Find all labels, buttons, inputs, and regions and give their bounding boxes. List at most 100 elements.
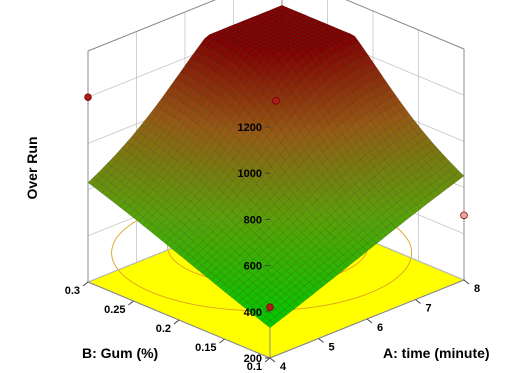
surface-facet bbox=[177, 154, 188, 166]
x-tick-mark bbox=[463, 279, 470, 285]
surface-facet bbox=[367, 239, 377, 248]
surface-facet bbox=[300, 245, 311, 255]
x-tick-label: 4 bbox=[280, 361, 287, 373]
surface-facet bbox=[373, 191, 384, 202]
surface-facet bbox=[245, 43, 256, 48]
surface-facet bbox=[250, 214, 261, 225]
surface-facet bbox=[261, 18, 272, 23]
surface-facet bbox=[290, 14, 301, 19]
surface-facet bbox=[248, 266, 259, 276]
surface-facet bbox=[274, 177, 285, 189]
surface-facet bbox=[396, 198, 407, 208]
surface-facet bbox=[364, 180, 375, 191]
surface-facet bbox=[244, 90, 255, 104]
x-tick-mark bbox=[366, 318, 373, 324]
frame-edge bbox=[345, 0, 465, 50]
surface-facet bbox=[295, 274, 306, 283]
surface-facet bbox=[183, 245, 194, 255]
surface-facet bbox=[374, 153, 385, 164]
x-tick-label: 7 bbox=[426, 303, 432, 315]
y-tick-label: 0.15 bbox=[195, 342, 216, 354]
surface-facet bbox=[180, 188, 191, 199]
surface-facet bbox=[253, 101, 264, 114]
surface-facet bbox=[278, 213, 289, 224]
surface-facet bbox=[237, 28, 248, 33]
surface-facet bbox=[242, 151, 253, 164]
surface-facet bbox=[270, 18, 282, 23]
surface-facet bbox=[194, 45, 205, 55]
surface-facet bbox=[197, 240, 208, 250]
surface-facet bbox=[226, 40, 238, 45]
surface-facet bbox=[197, 106, 208, 118]
surface-facet bbox=[356, 138, 367, 150]
surface-facet bbox=[208, 36, 219, 43]
surface-facet bbox=[352, 242, 363, 252]
surface-facet bbox=[201, 260, 212, 270]
surface-facet bbox=[274, 32, 285, 37]
x-tick-label: 6 bbox=[377, 322, 383, 334]
z-tick-label: 400 bbox=[244, 307, 262, 319]
surface-facet bbox=[296, 59, 307, 72]
surface-facet bbox=[266, 274, 277, 283]
surface-facet bbox=[182, 127, 193, 139]
surface-facet bbox=[196, 265, 207, 274]
surface-facet bbox=[294, 131, 305, 145]
surface-facet bbox=[325, 47, 336, 58]
surface-facet bbox=[229, 100, 240, 113]
surface-facet bbox=[162, 172, 173, 183]
surface-facet bbox=[181, 178, 192, 189]
surface-facet bbox=[211, 94, 222, 107]
surface-facet bbox=[246, 167, 257, 180]
surface-facet bbox=[143, 176, 154, 187]
surface-facet bbox=[273, 52, 284, 64]
design-point bbox=[272, 97, 280, 105]
surface-facet bbox=[148, 180, 159, 190]
surface-facet bbox=[247, 305, 257, 314]
surface-facet bbox=[179, 216, 190, 226]
surface-facet bbox=[212, 226, 223, 236]
surface-facet bbox=[238, 290, 249, 299]
surface-facet bbox=[187, 130, 198, 143]
surface-facet bbox=[270, 148, 281, 162]
surface-facet bbox=[158, 140, 169, 151]
surface-facet bbox=[238, 133, 249, 147]
surface-facet bbox=[333, 266, 344, 275]
surface-facet bbox=[312, 24, 324, 29]
surface-facet bbox=[376, 94, 387, 105]
surface-facet bbox=[217, 55, 228, 67]
x-axis-label: A: time (minute) bbox=[383, 345, 490, 361]
surface-facet bbox=[259, 41, 271, 46]
surface-facet bbox=[299, 14, 310, 19]
surface-facet bbox=[316, 33, 328, 38]
surface-facet bbox=[231, 55, 242, 67]
surface-facet bbox=[221, 243, 232, 253]
surface-facet bbox=[262, 124, 273, 138]
surface-facet bbox=[192, 261, 203, 270]
surface-facet bbox=[192, 253, 203, 262]
surface-facet bbox=[323, 274, 334, 283]
surface-facet bbox=[164, 114, 175, 125]
surface-facet bbox=[228, 158, 239, 171]
x-tick-label: 8 bbox=[474, 283, 480, 295]
surface-facet bbox=[285, 16, 296, 21]
surface-facet bbox=[207, 70, 218, 82]
surface-facet bbox=[285, 282, 296, 291]
design-point bbox=[84, 93, 92, 101]
x-tick-mark bbox=[269, 357, 276, 363]
surface-facet bbox=[249, 60, 260, 73]
surface-facet bbox=[242, 302, 253, 311]
surface-facet bbox=[178, 103, 189, 115]
surface-facet bbox=[288, 183, 299, 195]
surface-facet bbox=[374, 143, 385, 154]
surface-facet bbox=[241, 205, 252, 216]
surface-facet bbox=[309, 278, 320, 287]
surface-facet bbox=[251, 172, 262, 185]
surface-facet bbox=[111, 161, 122, 171]
surface-facet bbox=[253, 113, 263, 127]
surface-facet bbox=[201, 120, 212, 133]
surface-facet bbox=[281, 87, 292, 101]
surface-facet bbox=[225, 263, 236, 273]
surface-facet bbox=[156, 231, 166, 241]
surface-facet bbox=[207, 80, 218, 92]
